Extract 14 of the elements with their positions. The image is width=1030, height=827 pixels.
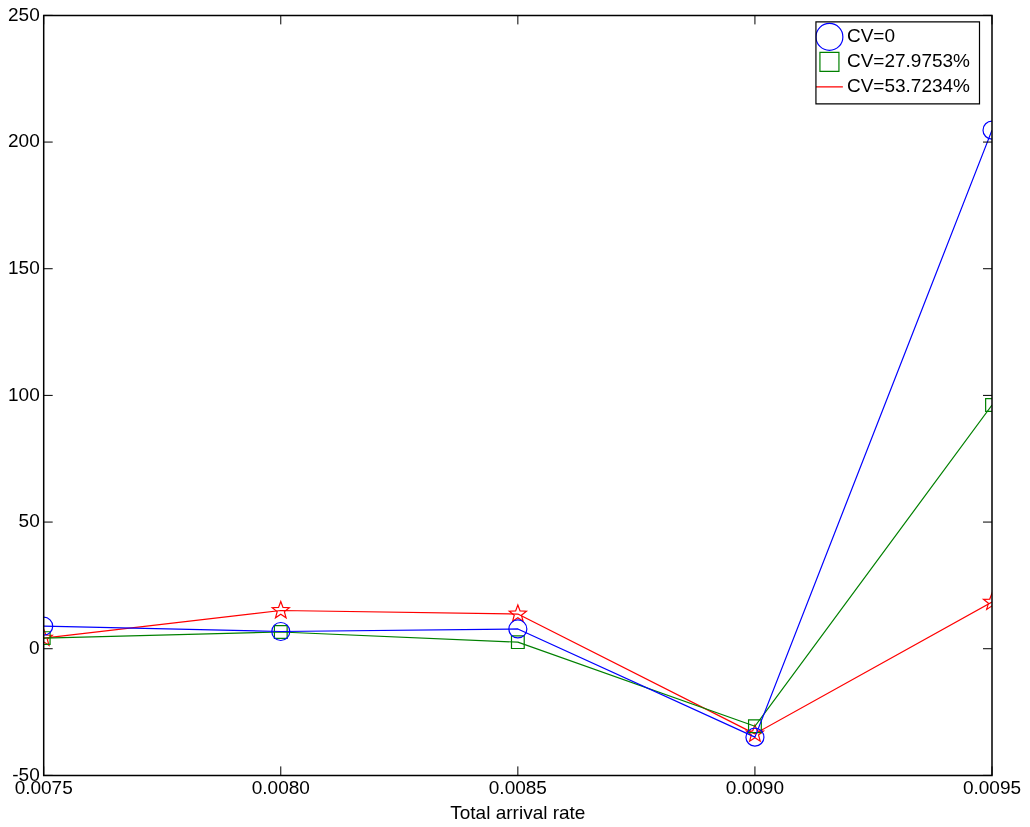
y-tick-label: 200: [8, 130, 40, 152]
y-tick-label: 50: [18, 510, 40, 532]
legend-label: CV=0: [846, 25, 895, 47]
x-tick-label: 0.0090: [725, 777, 784, 799]
x-tick-label: 0.0080: [251, 777, 310, 799]
y-tick-label: 250: [8, 3, 40, 25]
y-tick-label: 150: [8, 256, 40, 278]
x-tick-label: 0.0095: [962, 777, 1022, 799]
x-axis-title: Total arrival rate: [450, 801, 586, 823]
y-tick-label: 0: [29, 636, 40, 658]
y-tick-label: 100: [8, 383, 40, 405]
legend-label: CV=53.7234%: [846, 75, 971, 97]
legend-label: CV=27.9753%: [846, 50, 971, 72]
x-tick-label: 0.0085: [488, 777, 547, 799]
